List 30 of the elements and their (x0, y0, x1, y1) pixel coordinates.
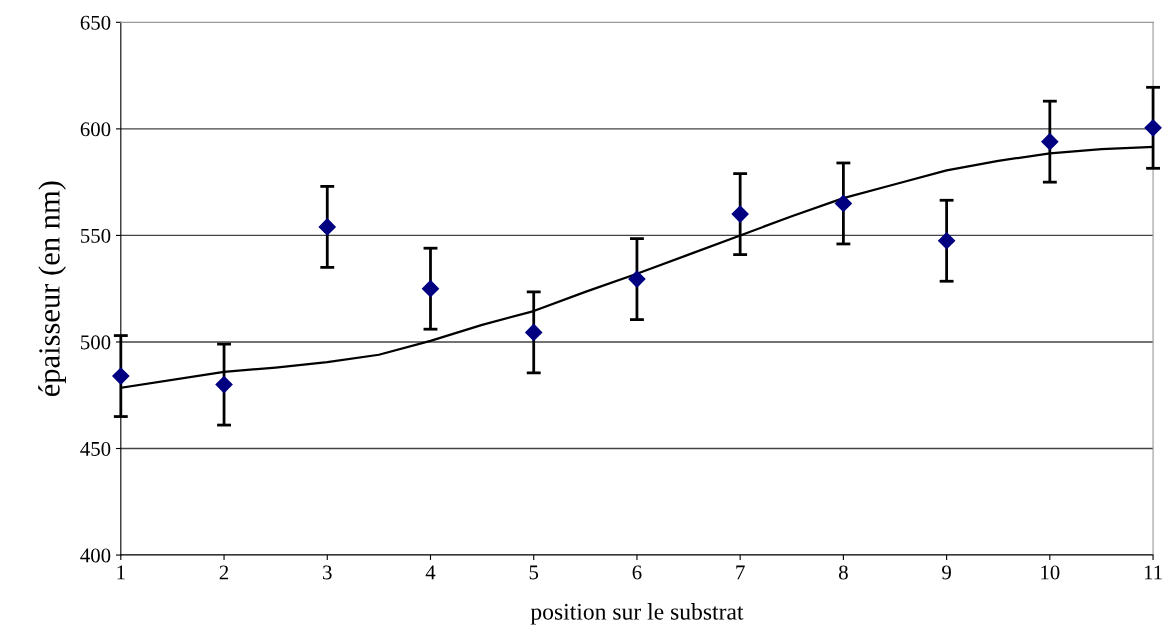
point (1041, 133, 1059, 151)
y-tick-label: 600 (80, 122, 111, 137)
point (318, 218, 336, 236)
point (421, 280, 440, 298)
y-tick-label: 500 (81, 335, 111, 350)
y-tick-label: 450 (80, 441, 111, 456)
x-tick-label: 10 (1041, 565, 1060, 580)
point (628, 270, 646, 288)
x-tick-label: 11 (1144, 565, 1162, 580)
x-tick-label: 6 (632, 565, 642, 580)
x-tick-label: 8 (838, 565, 848, 580)
point (938, 232, 956, 250)
point (731, 205, 749, 223)
y-tick-label: 550 (81, 228, 111, 243)
y-axis-title: épaisseur (en nm) (38, 181, 66, 397)
point (525, 323, 543, 341)
point (1144, 119, 1162, 137)
x-tick-label: 5 (529, 565, 539, 580)
y-tick-label: 650 (80, 15, 111, 30)
x-tick-label: 4 (425, 565, 436, 580)
y-tick-label: 400 (80, 548, 111, 563)
point (112, 367, 130, 385)
x-tick-label: 2 (219, 565, 229, 580)
point (215, 376, 233, 394)
x-tick-label: 3 (323, 565, 332, 580)
x-tick-label: 9 (942, 565, 951, 580)
x-tick-label: 7 (736, 565, 745, 580)
x-axis-title: position sur le substrat (530, 603, 744, 625)
point (834, 194, 852, 213)
x-tick-label: 1 (117, 565, 125, 580)
